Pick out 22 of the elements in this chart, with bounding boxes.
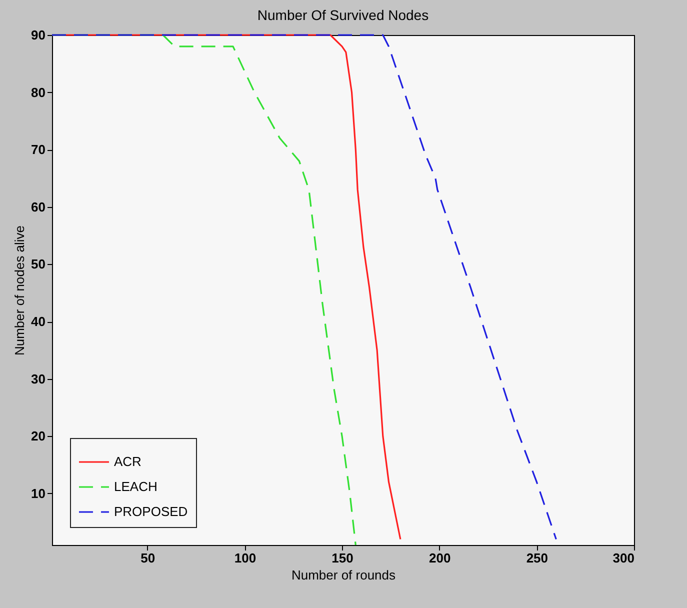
y-tick-label: 20 <box>31 428 46 444</box>
x-tick-label: 300 <box>612 550 634 566</box>
x-tick-label: 200 <box>429 550 451 566</box>
legend-label: LEACH <box>114 479 158 494</box>
y-tick-label: 40 <box>31 314 46 330</box>
legend-label: PROPOSED <box>114 504 188 519</box>
y-tick-label: 60 <box>31 199 46 214</box>
x-tick-label: 250 <box>526 550 548 566</box>
y-tick-label: 70 <box>31 142 46 158</box>
x-tick-label: 50 <box>140 550 156 566</box>
chart-title: Number Of Survived Nodes <box>257 7 429 23</box>
x-tick-label: 100 <box>234 550 256 566</box>
line-series <box>51 34 557 540</box>
legend-label: ACR <box>114 454 142 469</box>
y-tick-label: 90 <box>31 28 46 42</box>
y-tick-label: 50 <box>31 256 46 272</box>
y-tick-label: 30 <box>31 371 46 386</box>
x-tick-label: 150 <box>332 550 354 566</box>
y-tick-label: 80 <box>31 84 46 100</box>
y-axis-title: Number of nodes alive <box>12 225 28 356</box>
x-axis-title: Number of rounds <box>291 568 396 582</box>
y-tick-label: 10 <box>31 486 46 501</box>
